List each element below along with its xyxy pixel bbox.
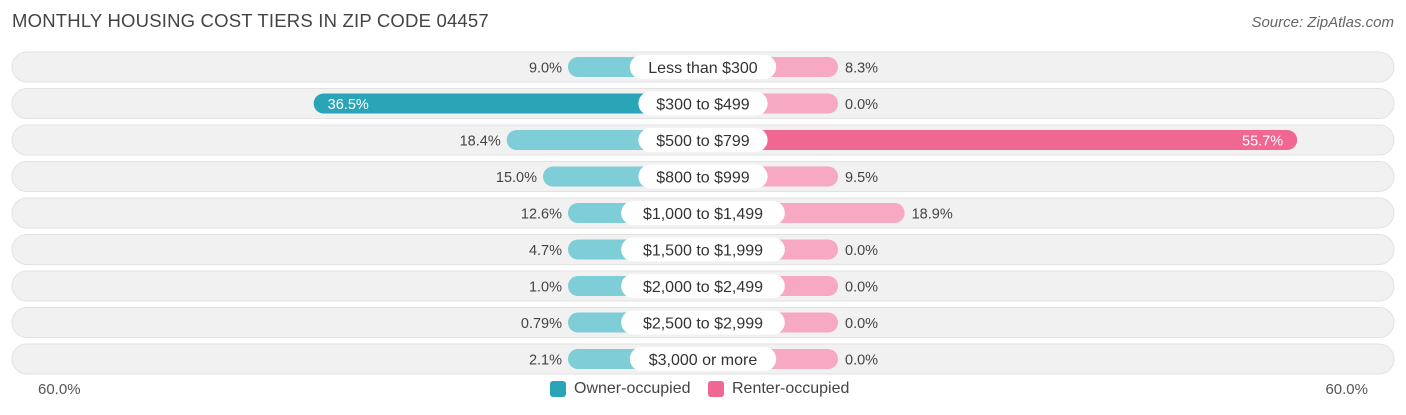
renter-value-label: 9.5% [845,170,878,186]
owner-value-label: 4.7% [529,243,562,259]
renter-value-label: 0.0% [845,243,878,259]
legend-renter-label: Renter-occupied [732,380,850,397]
renter-value-label: 18.9% [912,207,953,223]
owner-value-label: 2.1% [529,353,562,369]
renter-value-label: 0.0% [845,97,878,113]
category-pill [621,310,785,335]
renter-value-label: 0.0% [845,353,878,369]
category-pill [629,55,777,79]
renter-value-label: 8.3% [845,61,878,77]
category-pill [638,128,768,152]
legend-owner-swatch [550,381,566,397]
category-label: Less than $300 [648,60,758,77]
chart-title: MONTHLY HOUSING COST TIERS IN ZIP CODE 0… [12,10,489,31]
category-pill [638,91,768,116]
owner-bar [313,93,703,114]
category-label: $800 to $999 [656,170,750,187]
category-pill [638,164,768,189]
category-label: $500 to $799 [656,133,750,150]
category-pill [629,347,777,371]
owner-value-label: 12.6% [521,207,562,223]
axis-left-label: 60.0% [38,381,81,398]
source-note: Source: ZipAtlas.com [1251,14,1394,31]
legend-owner-label: Owner-occupied [574,380,691,397]
legend: Owner-occupied Renter-occupied [0,380,1406,400]
category-label: $1,000 to $1,499 [643,206,763,223]
category-pill [621,274,785,298]
owner-value-label: 36.5% [328,97,369,113]
category-label: $2,000 to $2,499 [643,279,763,296]
renter-value-label: 55.7% [1242,134,1283,150]
category-label: $1,500 to $1,999 [643,243,763,260]
category-pill [621,237,785,262]
owner-value-label: 1.0% [529,280,562,296]
owner-value-label: 9.0% [529,61,562,77]
category-pill [621,201,785,225]
legend-renter: Renter-occupied [708,380,849,398]
renter-bar [703,130,1298,150]
owner-value-label: 15.0% [496,170,537,186]
legend-renter-swatch [708,381,724,397]
category-label: $3,000 or more [649,352,758,369]
category-label: $300 to $499 [656,97,750,114]
axis-right-label: 60.0% [1325,381,1368,398]
legend-owner: Owner-occupied [550,380,691,398]
renter-value-label: 0.0% [845,280,878,296]
category-label: $2,500 to $2,999 [643,316,763,333]
owner-value-label: 18.4% [460,134,501,150]
chart-canvas: 9.0% 8.3% Less than $300 36.5% 0.0% $300 to $… [11,51,1395,375]
owner-value-label: 0.79% [521,316,562,332]
renter-value-label: 0.0% [845,316,878,332]
